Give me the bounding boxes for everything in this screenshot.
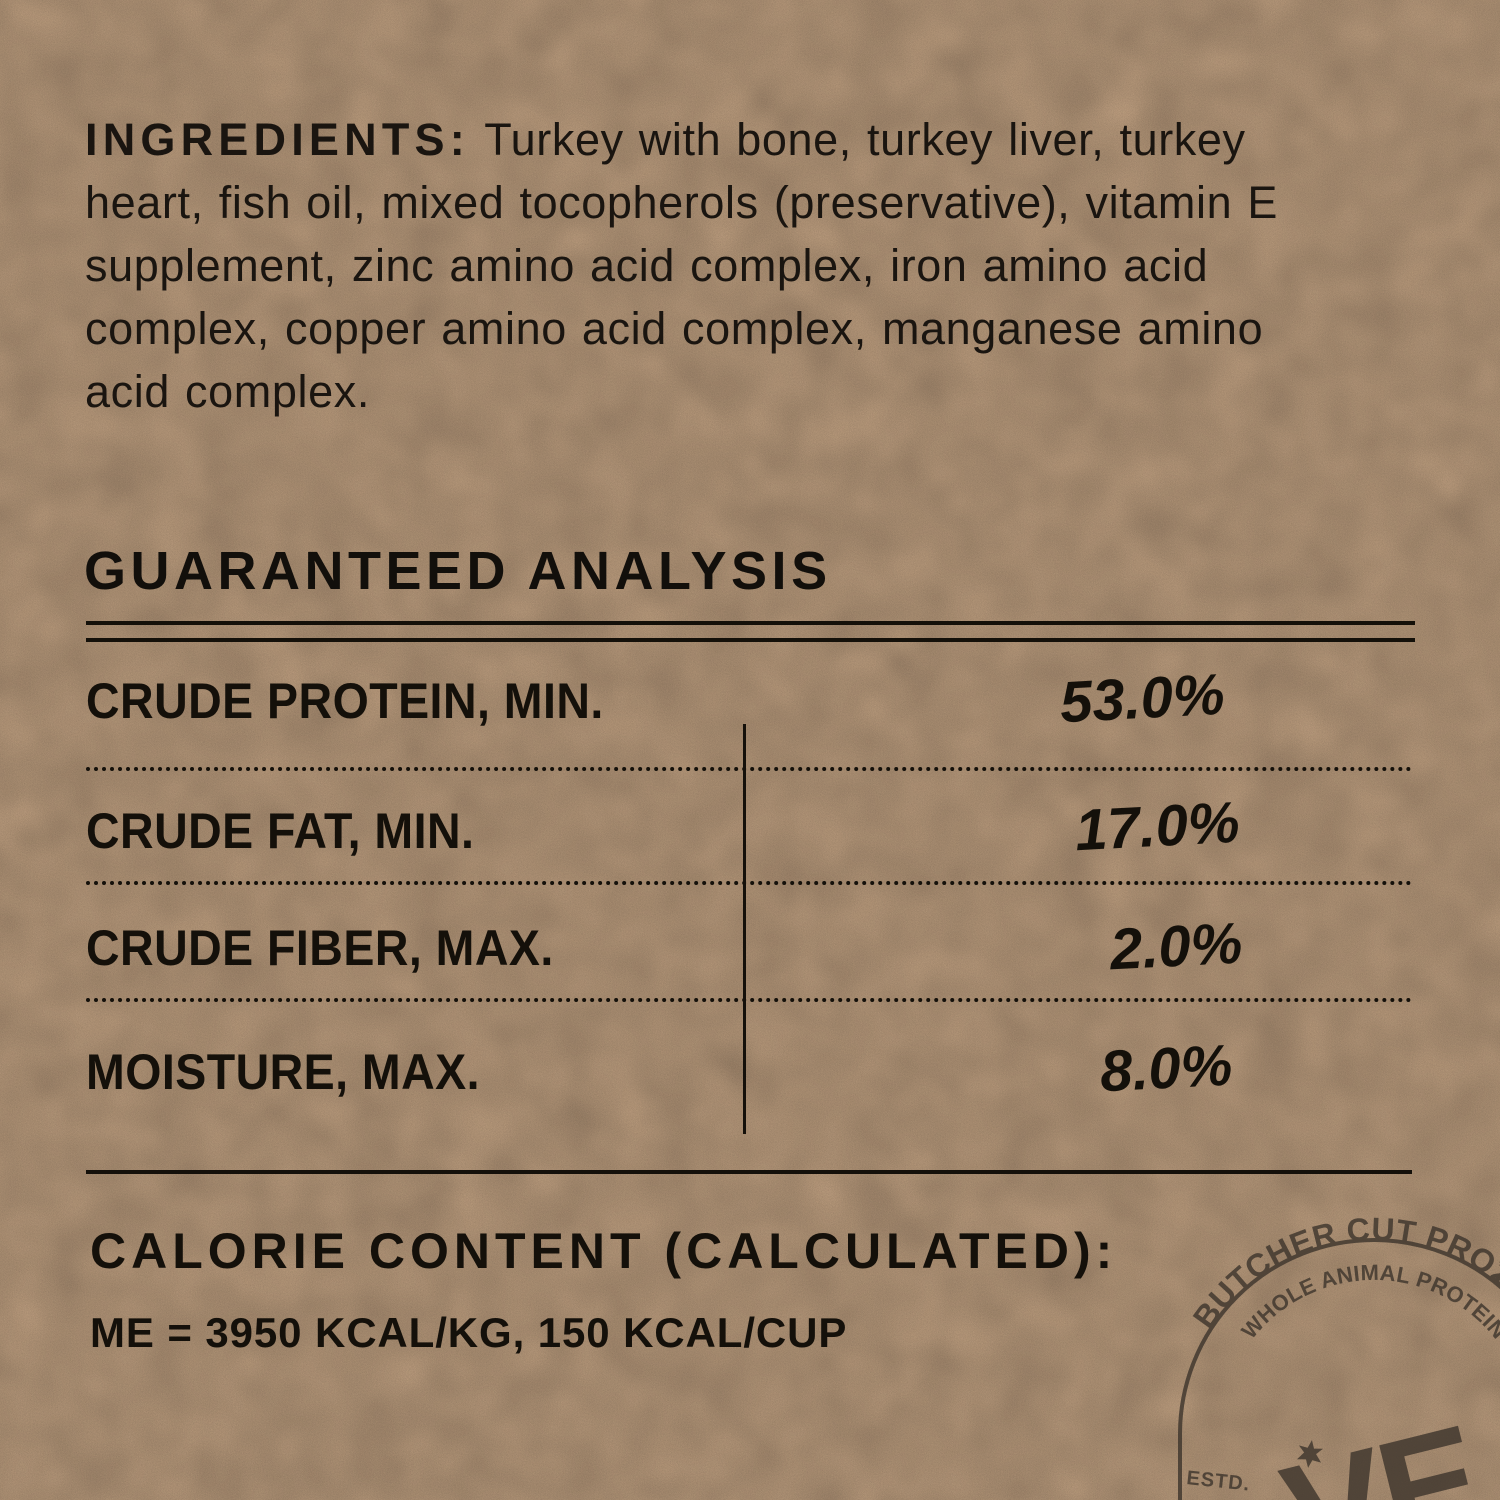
svg-text:ESTD.: ESTD.	[1185, 1467, 1251, 1496]
